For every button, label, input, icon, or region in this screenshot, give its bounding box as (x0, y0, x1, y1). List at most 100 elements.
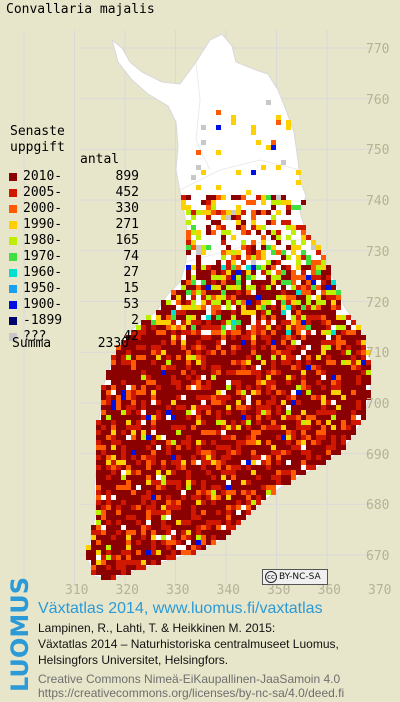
occurrence-cell (131, 475, 136, 480)
license-url-link[interactable]: https://creativecommons.org/licenses/by-… (38, 686, 345, 700)
occurrence-cell (236, 405, 241, 410)
occurrence-cell (301, 435, 306, 440)
occurrence-cell (231, 120, 236, 125)
occurrence-cell (151, 455, 156, 460)
occurrence-cell (261, 435, 266, 440)
occurrence-cell (176, 460, 181, 465)
occurrence-cell (221, 365, 226, 370)
occurrence-cell (321, 370, 326, 375)
occurrence-cell (181, 410, 186, 415)
occurrence-cell (266, 310, 271, 315)
occurrence-cell (336, 430, 341, 435)
occurrence-cell (241, 450, 246, 455)
occurrence-cell (141, 345, 146, 350)
occurrence-cell (296, 370, 301, 375)
occurrence-cell (321, 460, 326, 465)
occurrence-cell (361, 410, 366, 415)
occurrence-cell (281, 300, 286, 305)
occurrence-cell (336, 370, 341, 375)
occurrence-cell (211, 310, 216, 315)
occurrence-cell (206, 440, 211, 445)
occurrence-cell (111, 415, 116, 420)
occurrence-cell (241, 375, 246, 380)
occurrence-cell (336, 360, 341, 365)
occurrence-cell (131, 480, 136, 485)
occurrence-cell (116, 545, 121, 550)
occurrence-cell (201, 510, 206, 515)
occurrence-cell (306, 335, 311, 340)
occurrence-cell (226, 500, 231, 505)
occurrence-cell (161, 520, 166, 525)
occurrence-cell (176, 380, 181, 385)
occurrence-cell (286, 290, 291, 295)
occurrence-cell (271, 145, 276, 150)
occurrence-cell (156, 375, 161, 380)
occurrence-cell (221, 405, 226, 410)
occurrence-cell (111, 555, 116, 560)
occurrence-cell (156, 540, 161, 545)
occurrence-cell (106, 410, 111, 415)
occurrence-cell (326, 405, 331, 410)
occurrence-cell (196, 390, 201, 395)
occurrence-cell (321, 340, 326, 345)
occurrence-cell (291, 305, 296, 310)
occurrence-cell (96, 565, 101, 570)
occurrence-cell (361, 390, 366, 395)
occurrence-cell (116, 415, 121, 420)
occurrence-cell (136, 420, 141, 425)
occurrence-cell (321, 435, 326, 440)
occurrence-cell (316, 315, 321, 320)
occurrence-cell (266, 390, 271, 395)
occurrence-cell (286, 465, 291, 470)
occurrence-cell (296, 410, 301, 415)
occurrence-cell (186, 485, 191, 490)
occurrence-cell (276, 380, 281, 385)
occurrence-cell (261, 235, 266, 240)
occurrence-cell (316, 425, 321, 430)
occurrence-cell (291, 375, 296, 380)
occurrence-cell (146, 460, 151, 465)
occurrence-cell (211, 480, 216, 485)
occurrence-cell (236, 355, 241, 360)
atlas-title-link[interactable]: Växtatlas 2014, www.luomus.fi/vaxtatlas (38, 600, 323, 617)
occurrence-cell (131, 450, 136, 455)
occurrence-cell (121, 340, 126, 345)
occurrence-cell (276, 470, 281, 475)
occurrence-cell (186, 440, 191, 445)
occurrence-cell (261, 385, 266, 390)
occurrence-cell (181, 475, 186, 480)
license-badge[interactable]: cc BY-NC-SA (262, 569, 328, 585)
occurrence-cell (251, 310, 256, 315)
occurrence-cell (316, 420, 321, 425)
occurrence-cell (206, 410, 211, 415)
occurrence-cell (206, 210, 211, 215)
occurrence-cell (221, 380, 226, 385)
occurrence-cell (236, 380, 241, 385)
occurrence-cell (326, 265, 331, 270)
occurrence-cell (186, 380, 191, 385)
occurrence-cell (251, 470, 256, 475)
occurrence-cell (301, 295, 306, 300)
x-tick-label: 330 (166, 583, 190, 598)
occurrence-cell (316, 435, 321, 440)
occurrence-cell (231, 465, 236, 470)
occurrence-cell (366, 395, 371, 400)
occurrence-cell (161, 335, 166, 340)
occurrence-cell (191, 520, 196, 525)
occurrence-cell (351, 365, 356, 370)
occurrence-cell (116, 470, 121, 475)
occurrence-cell (251, 210, 256, 215)
occurrence-cell (146, 470, 151, 475)
occurrence-cell (106, 470, 111, 475)
occurrence-cell (291, 405, 296, 410)
occurrence-cell (211, 355, 216, 360)
occurrence-cell (226, 460, 231, 465)
occurrence-cell (256, 495, 261, 500)
occurrence-cell (211, 325, 216, 330)
occurrence-cell (191, 245, 196, 250)
occurrence-cell (206, 470, 211, 475)
occurrence-cell (216, 495, 221, 500)
occurrence-cell (206, 450, 211, 455)
occurrence-cell (231, 470, 236, 475)
occurrence-cell (306, 420, 311, 425)
